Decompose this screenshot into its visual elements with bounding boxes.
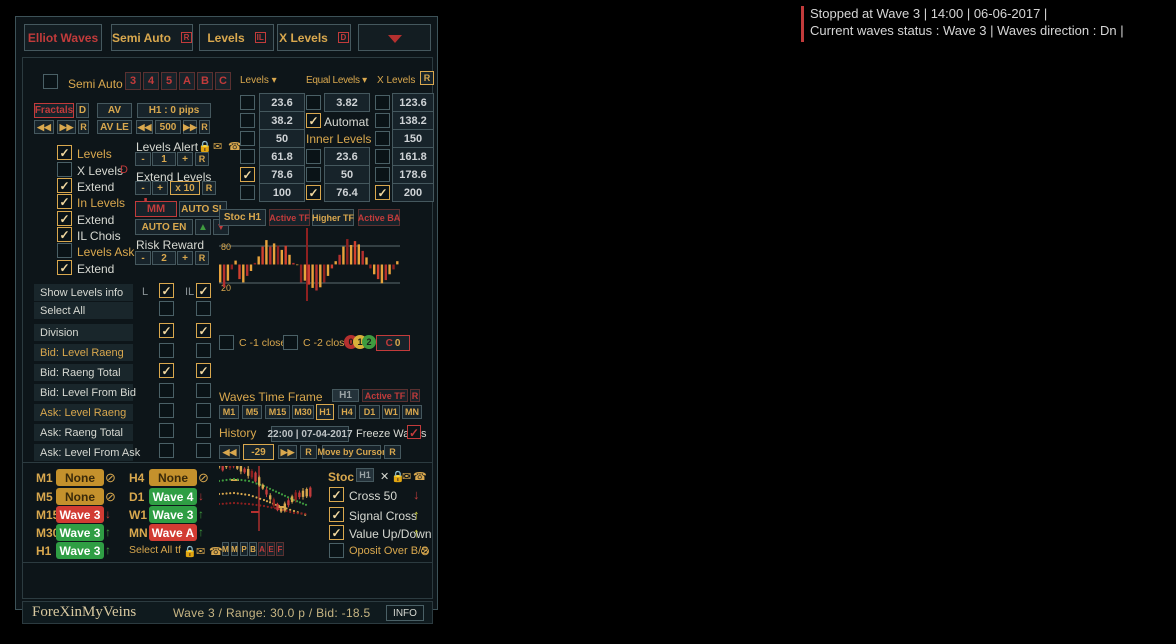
svg-text:20: 20 bbox=[221, 283, 231, 293]
svg-text:80: 80 bbox=[221, 242, 231, 252]
